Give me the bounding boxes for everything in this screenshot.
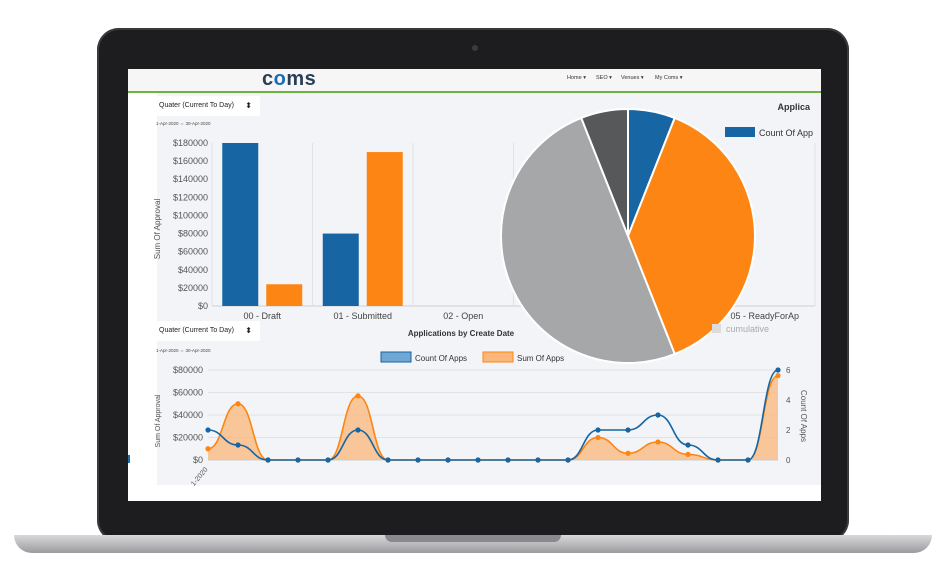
legend-label-count-of-apps[interactable]: Count Of Apps bbox=[415, 354, 467, 363]
sum-of-apps-point[interactable] bbox=[775, 373, 781, 379]
pie-chart-applications: Applica Count Of App cumulative bbox=[500, 102, 813, 364]
bar-chart-y-tick: $40000 bbox=[178, 265, 208, 275]
date-range-top: 1-Apr-2020 ⇔ 30-Apr-2020 bbox=[156, 121, 211, 126]
bar-chart-bar[interactable] bbox=[266, 284, 303, 306]
sum-of-apps-area bbox=[208, 375, 778, 460]
bar-chart-bar[interactable] bbox=[322, 233, 359, 306]
select-caret-icon: ⬍ bbox=[245, 326, 252, 335]
count-of-apps-point[interactable] bbox=[445, 457, 451, 463]
sidebar-toggle-tab[interactable] bbox=[128, 455, 130, 463]
count-of-apps-point[interactable] bbox=[745, 457, 751, 463]
sum-of-apps-point[interactable] bbox=[655, 439, 661, 445]
count-of-apps-point[interactable] bbox=[655, 412, 661, 418]
count-of-apps-point[interactable] bbox=[235, 442, 241, 448]
count-of-apps-point[interactable] bbox=[355, 427, 361, 433]
bar-chart-y-axis-label: Sum Of Approval bbox=[153, 199, 162, 260]
legend-swatch-sum-of-apps bbox=[482, 351, 514, 363]
line-chart-y2-tick: 2 bbox=[786, 426, 791, 435]
pie-slice[interactable] bbox=[579, 107, 629, 237]
count-of-apps-point[interactable] bbox=[385, 457, 391, 463]
count-of-apps-point[interactable] bbox=[625, 427, 631, 433]
legend-swatch-count-of-apps bbox=[380, 351, 412, 363]
sum-of-apps-point[interactable] bbox=[595, 434, 601, 441]
period-select-bottom-value: Quater (Current To Day) bbox=[159, 327, 234, 334]
bar-chart-x-tick: 00 - Draft bbox=[243, 311, 281, 321]
app-logo[interactable]: coms bbox=[262, 69, 316, 91]
period-select-bottom[interactable]: Quater (Current To Day) ⬍ bbox=[157, 321, 260, 341]
bar-chart-x-tick: 05 - ReadyForAp bbox=[730, 311, 799, 321]
count-of-apps-point[interactable] bbox=[565, 457, 571, 463]
line-chart-x-tick-first: 1-2020 bbox=[190, 466, 209, 486]
count-of-apps-point[interactable] bbox=[415, 457, 421, 463]
bar-chart-bar[interactable] bbox=[222, 143, 259, 306]
logo-text-ms: ms bbox=[286, 69, 317, 90]
webcam bbox=[472, 45, 478, 51]
count-of-apps-point[interactable] bbox=[775, 367, 781, 373]
sum-of-apps-point[interactable] bbox=[235, 401, 241, 407]
nav-venues[interactable]: Venues ▾ bbox=[621, 75, 644, 81]
laptop-hinge-notch bbox=[385, 535, 561, 542]
bar-chart-y-tick: $60000 bbox=[178, 247, 208, 257]
laptop-base bbox=[14, 535, 932, 553]
line-chart-y-tick: $0 bbox=[193, 455, 203, 465]
pie-slice[interactable] bbox=[626, 116, 756, 356]
sum-of-apps-line bbox=[207, 374, 779, 461]
bar-chart-y-tick: $180000 bbox=[173, 138, 208, 148]
legend-label-sum-of-apps[interactable]: Sum Of Apps bbox=[517, 354, 564, 363]
bar-chart-y-tick: $0 bbox=[198, 301, 208, 311]
count-of-apps-point[interactable] bbox=[535, 457, 541, 463]
line-chart-y2-tick: 0 bbox=[786, 456, 791, 465]
cumulative-legend-swatch bbox=[712, 324, 721, 333]
pie-chart-title: Applica bbox=[777, 102, 811, 112]
nav-seo[interactable]: SEO ▾ bbox=[596, 75, 612, 81]
bar-chart-bar[interactable] bbox=[366, 152, 403, 306]
bar-chart-approval-by-status: Sum Of Approval $0 $20000 $40000 $60000 $800… bbox=[153, 138, 816, 321]
sum-of-apps-point[interactable] bbox=[625, 450, 631, 456]
top-navbar: coms Home ▾ SEO ▾ Venues ▾ My Coms ▾ bbox=[128, 69, 821, 93]
sum-of-apps-point[interactable] bbox=[205, 446, 211, 452]
bar-chart-x-tick: 02 - Open bbox=[443, 311, 483, 321]
nav-my-coms[interactable]: My Coms ▾ bbox=[655, 75, 683, 81]
count-of-apps-point[interactable] bbox=[325, 457, 331, 463]
sum-of-apps-point[interactable] bbox=[685, 451, 691, 457]
count-of-apps-point[interactable] bbox=[715, 457, 721, 463]
line-chart-title: Applications by Create Date bbox=[408, 329, 515, 338]
line-chart-y2-axis-label: Count Of Apps bbox=[799, 390, 808, 442]
bar-chart-y-tick: $140000 bbox=[173, 174, 208, 184]
bar-chart-y-tick: $120000 bbox=[173, 192, 208, 202]
app-screen: coms Home ▾ SEO ▾ Venues ▾ My Coms ▾ Qua… bbox=[128, 69, 821, 501]
sum-of-apps-point[interactable] bbox=[355, 393, 361, 399]
bar-chart-x-tick: 01 - Submitted bbox=[333, 311, 392, 321]
count-of-apps-point[interactable] bbox=[685, 442, 691, 448]
line-chart-y2-tick: 6 bbox=[786, 366, 791, 375]
line-chart-y-axis-label: Sum Of Approval bbox=[155, 394, 162, 447]
count-of-apps-point[interactable] bbox=[475, 457, 481, 463]
bar-chart-y-tick: $20000 bbox=[178, 283, 208, 293]
logo-text-c: c bbox=[262, 69, 274, 90]
line-chart-y-tick: $20000 bbox=[173, 433, 203, 443]
line-chart-y-tick: $60000 bbox=[173, 388, 203, 398]
line-chart-y-tick: $80000 bbox=[173, 365, 203, 375]
line-chart-y-tick: $40000 bbox=[173, 410, 203, 420]
period-select-top-value: Quater (Current To Day) bbox=[159, 102, 234, 109]
date-range-bottom: 1-Apr-2020 ⇔ 30-Apr-2020 bbox=[156, 348, 211, 353]
count-of-apps-point[interactable] bbox=[505, 457, 511, 463]
pie-legend-label[interactable]: Count Of App bbox=[759, 128, 813, 138]
period-select-top[interactable]: Quater (Current To Day) ⬍ bbox=[157, 96, 260, 116]
count-of-apps-point[interactable] bbox=[265, 457, 271, 463]
line-chart-applications-by-create-date: Applications by Create Date Count Of App… bbox=[155, 329, 808, 486]
bar-chart-y-tick: $100000 bbox=[173, 210, 208, 220]
select-caret-icon: ⬍ bbox=[245, 101, 252, 110]
logo-text-o: o bbox=[273, 69, 287, 90]
pie-slice[interactable] bbox=[500, 116, 677, 364]
count-of-apps-point[interactable] bbox=[295, 457, 301, 463]
bar-chart-y-tick: $160000 bbox=[173, 156, 208, 166]
pie-legend-swatch bbox=[725, 127, 755, 137]
bar-chart-y-tick: $80000 bbox=[178, 229, 208, 239]
nav-home[interactable]: Home ▾ bbox=[567, 75, 586, 81]
count-of-apps-point[interactable] bbox=[595, 427, 601, 433]
line-chart-y2-tick: 4 bbox=[786, 396, 791, 405]
count-of-apps-point[interactable] bbox=[205, 427, 211, 433]
cumulative-legend-label[interactable]: cumulative bbox=[726, 324, 769, 334]
